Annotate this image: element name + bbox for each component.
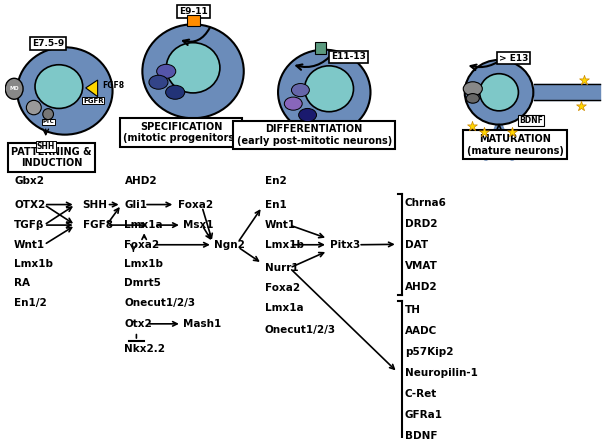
Text: Lmx1b: Lmx1b [14, 259, 53, 268]
Text: SHH: SHH [37, 142, 55, 151]
Bar [187, 16, 200, 26]
Text: Ngn2: Ngn2 [214, 240, 245, 250]
Text: DAT: DAT [405, 240, 428, 250]
Text: Foxa2: Foxa2 [178, 199, 213, 210]
Circle shape [149, 75, 168, 89]
Text: Lmx1a: Lmx1a [124, 220, 163, 230]
Text: Wnt1: Wnt1 [265, 220, 295, 230]
Text: En2: En2 [265, 175, 286, 186]
Text: PTC: PTC [42, 120, 54, 124]
Ellipse shape [17, 47, 113, 135]
Text: TH: TH [405, 305, 421, 315]
Circle shape [466, 93, 479, 103]
Text: E7.5-9: E7.5-9 [32, 39, 65, 48]
Text: AHD2: AHD2 [124, 175, 157, 186]
Text: Dmrt5: Dmrt5 [124, 278, 162, 288]
Circle shape [291, 84, 309, 97]
Ellipse shape [35, 65, 83, 109]
Point [479, 129, 489, 136]
Text: SPECIFICATION
(mitotic progenitors): SPECIFICATION (mitotic progenitors) [124, 122, 239, 143]
Text: > E13: > E13 [499, 54, 528, 63]
Point [576, 103, 586, 110]
Text: AADC: AADC [405, 326, 437, 336]
Ellipse shape [5, 78, 23, 99]
Circle shape [166, 85, 185, 99]
Text: AHD2: AHD2 [405, 282, 437, 292]
Text: Otx2: Otx2 [124, 319, 152, 329]
Text: RA: RA [14, 278, 30, 288]
Ellipse shape [43, 109, 54, 120]
Text: p57Kip2: p57Kip2 [405, 347, 453, 357]
Text: Nurr1: Nurr1 [265, 263, 298, 273]
Text: FGFR: FGFR [83, 97, 104, 104]
Ellipse shape [166, 43, 220, 93]
Text: Gbx2: Gbx2 [14, 175, 44, 186]
Text: Nkx2.2: Nkx2.2 [124, 344, 165, 354]
Text: C-Ret: C-Ret [405, 389, 437, 399]
Ellipse shape [465, 60, 533, 124]
Text: En1: En1 [265, 199, 286, 210]
Text: Foxa2: Foxa2 [124, 240, 160, 250]
Text: SHH: SHH [83, 199, 108, 210]
Text: E9-11: E9-11 [179, 7, 208, 16]
Text: Lmx1a: Lmx1a [265, 303, 303, 313]
Text: Msx1: Msx1 [183, 220, 213, 230]
Text: PATTERNING &
INDUCTION: PATTERNING & INDUCTION [11, 147, 92, 168]
Text: Onecut1/2/3: Onecut1/2/3 [265, 325, 336, 335]
Point [579, 77, 589, 84]
Text: Mash1: Mash1 [183, 319, 221, 329]
Text: Gli1: Gli1 [124, 199, 148, 210]
Text: Lmx1b: Lmx1b [265, 240, 304, 250]
Text: MATURATION
(mature neurons): MATURATION (mature neurons) [467, 134, 564, 155]
Text: VMAT: VMAT [405, 261, 438, 271]
Text: Neuropilin-1: Neuropilin-1 [405, 368, 478, 378]
Circle shape [284, 97, 302, 110]
Text: GFRa1: GFRa1 [405, 410, 443, 420]
Circle shape [298, 109, 317, 121]
Text: FGF8: FGF8 [102, 81, 124, 90]
Ellipse shape [305, 66, 353, 112]
Text: OTX2: OTX2 [14, 199, 45, 210]
Text: MO: MO [9, 86, 19, 91]
Ellipse shape [142, 24, 244, 118]
Bar [315, 42, 326, 54]
Text: Lmx1b: Lmx1b [124, 260, 163, 269]
Text: Foxa2: Foxa2 [265, 284, 300, 293]
Text: Onecut1/2/3: Onecut1/2/3 [124, 298, 195, 308]
Point [467, 123, 476, 130]
Ellipse shape [27, 101, 41, 115]
Text: Pitx3: Pitx3 [330, 240, 361, 250]
Text: DRD2: DRD2 [405, 219, 437, 229]
Text: En1/2: En1/2 [14, 298, 47, 308]
Polygon shape [86, 80, 98, 97]
Text: Chrna6: Chrna6 [405, 198, 447, 208]
Text: TGFβ: TGFβ [14, 220, 45, 230]
Text: Wnt1: Wnt1 [14, 240, 45, 250]
Circle shape [157, 64, 175, 78]
Ellipse shape [479, 74, 519, 111]
Text: BDNF: BDNF [519, 116, 543, 125]
Text: E11-13: E11-13 [331, 52, 366, 62]
Circle shape [463, 82, 482, 96]
Point [507, 129, 517, 136]
Text: DIFFERENTIATION
(early post-mitotic neurons): DIFFERENTIATION (early post-mitotic neur… [236, 124, 392, 146]
Text: BDNF: BDNF [405, 431, 437, 441]
Ellipse shape [278, 50, 370, 135]
Text: FGF8: FGF8 [83, 220, 113, 230]
